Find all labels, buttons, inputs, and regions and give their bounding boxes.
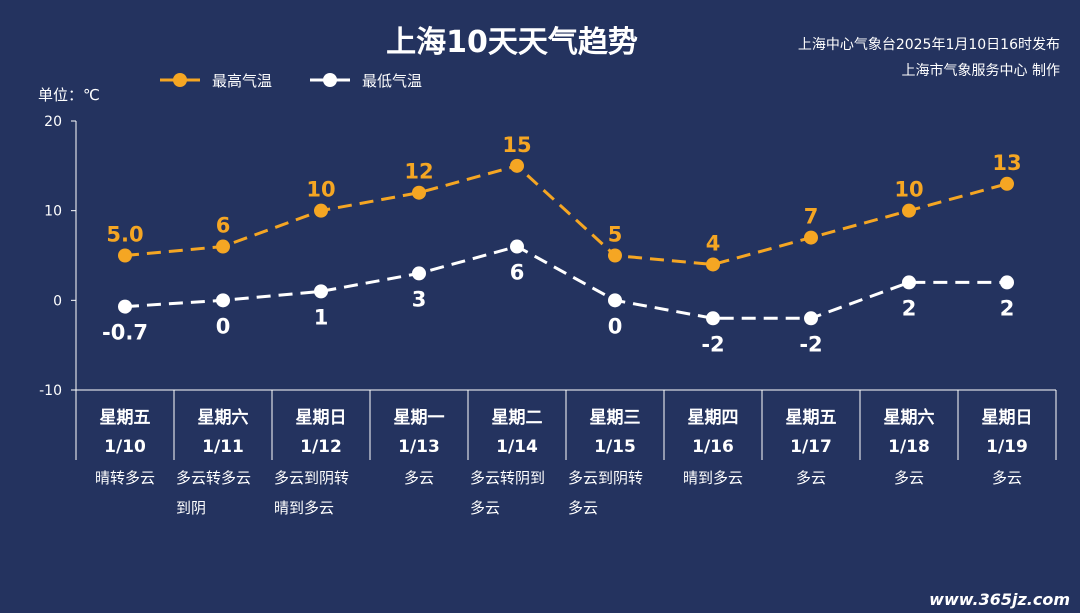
y-axis-unit-label: 单位：℃ xyxy=(38,86,100,104)
low-temp-label: 0 xyxy=(608,314,623,338)
low-temp-point xyxy=(608,293,622,308)
low-temp-label: 2 xyxy=(1000,296,1015,320)
weather-description: 多云 xyxy=(404,469,434,487)
high-temp-point xyxy=(706,257,720,272)
weather-description: 多云 xyxy=(894,469,924,487)
low-temp-point xyxy=(804,311,818,326)
y-tick-label: 0 xyxy=(53,293,62,309)
high-temp-line xyxy=(124,164,1008,267)
axes xyxy=(75,121,1057,460)
low-temp-point xyxy=(118,299,132,314)
high-temp-point xyxy=(216,239,230,254)
series-lines xyxy=(124,164,1008,320)
weather-description: 晴到多云 xyxy=(274,499,334,517)
watermark: www.365jz.com xyxy=(929,590,1070,609)
low-temp-point xyxy=(412,266,426,281)
date-label: 1/17 xyxy=(790,437,832,457)
date-label: 1/10 xyxy=(104,437,146,457)
weather-description: 多云 xyxy=(568,499,598,517)
low-temp-point xyxy=(1000,275,1014,290)
low-temp-label: 1 xyxy=(314,305,329,329)
high-temp-point xyxy=(902,203,916,218)
chart-title: 上海10天天气趋势 xyxy=(386,25,638,60)
weekday-label: 星期三 xyxy=(590,408,641,428)
high-temp-label: 7 xyxy=(804,205,819,229)
weekday-label: 星期二 xyxy=(492,408,543,428)
legend-low-label: 最低气温 xyxy=(362,72,422,90)
low-temp-line xyxy=(124,244,1007,320)
weather-description: 多云到阴转 xyxy=(568,469,643,487)
legend-high-marker xyxy=(173,73,187,87)
weekday-label: 星期五 xyxy=(786,408,837,428)
date-label: 1/19 xyxy=(986,437,1028,457)
low-temp-label: 6 xyxy=(510,261,525,285)
high-temp-label: 5 xyxy=(608,223,623,247)
weekday-label: 星期六 xyxy=(884,407,935,428)
low-temp-label: -2 xyxy=(701,332,724,356)
low-temp-point xyxy=(216,293,230,308)
y-tick-label: 10 xyxy=(44,204,62,220)
date-label: 1/18 xyxy=(888,437,930,457)
high-temp-point xyxy=(412,185,426,200)
y-tick-label: -10 xyxy=(39,383,62,399)
weekday-label: 星期六 xyxy=(198,407,249,428)
date-label: 1/11 xyxy=(202,437,244,457)
low-temp-point xyxy=(314,284,328,299)
legend-low-marker xyxy=(323,73,337,87)
low-temp-point xyxy=(902,275,916,290)
low-temp-label: -0.7 xyxy=(102,321,148,345)
publisher-line-2: 上海市气象服务中心 制作 xyxy=(902,62,1060,79)
weather-description: 多云 xyxy=(992,469,1022,487)
high-temp-label: 15 xyxy=(502,133,531,157)
high-temp-label: 4 xyxy=(706,231,721,255)
date-label: 1/16 xyxy=(692,437,734,457)
weather-description: 晴到多云 xyxy=(683,469,743,487)
low-temp-label: 0 xyxy=(216,314,231,338)
low-temp-label: 2 xyxy=(902,296,917,320)
weekday-label: 星期四 xyxy=(688,408,739,428)
weekday-label: 星期日 xyxy=(296,408,347,428)
x-axis-categories: 星期五1/10晴转多云星期六1/11多云转多云到阴星期日1/12多云到阴转晴到多… xyxy=(95,407,1033,517)
low-temp-label: -2 xyxy=(799,332,822,356)
weekday-label: 星期一 xyxy=(394,408,445,428)
series-points xyxy=(118,158,1014,326)
high-temp-label: 10 xyxy=(306,178,335,202)
weather-description: 晴转多云 xyxy=(95,469,155,487)
y-axis-ticks: 20 10 0 -10 xyxy=(39,114,76,399)
weekday-label: 星期五 xyxy=(100,408,151,428)
weather-description: 多云转阴到 xyxy=(470,469,545,487)
high-temp-label: 13 xyxy=(992,151,1021,175)
low-temp-point xyxy=(706,311,720,326)
date-label: 1/12 xyxy=(300,437,342,457)
high-temp-point xyxy=(608,248,622,263)
high-temp-point xyxy=(1000,176,1014,191)
weather-description: 多云 xyxy=(470,499,500,517)
weekday-label: 星期日 xyxy=(982,408,1033,428)
high-temp-point xyxy=(118,248,132,263)
date-label: 1/14 xyxy=(496,437,538,457)
weather-description: 多云转多云 xyxy=(176,469,251,487)
high-temp-point xyxy=(510,158,524,173)
date-label: 1/15 xyxy=(594,437,636,457)
high-temp-label: 12 xyxy=(404,160,433,184)
high-temp-label: 10 xyxy=(894,178,923,202)
weather-description: 多云到阴转 xyxy=(274,469,349,487)
low-temp-point xyxy=(510,239,524,254)
y-tick-label: 20 xyxy=(44,114,62,130)
high-temp-label: 6 xyxy=(216,214,231,238)
legend: 最高气温 最低气温 xyxy=(160,72,422,90)
high-temp-point xyxy=(804,230,818,245)
weather-description: 到阴 xyxy=(176,499,206,517)
publisher-line-1: 上海中心气象台2025年1月10日16时发布 xyxy=(798,37,1060,53)
weather-description: 多云 xyxy=(796,469,826,487)
high-temp-point xyxy=(314,203,328,218)
legend-high-label: 最高气温 xyxy=(212,72,272,90)
high-temp-label: 5.0 xyxy=(106,223,143,247)
low-temp-label: 3 xyxy=(412,287,427,311)
date-label: 1/13 xyxy=(398,437,440,457)
